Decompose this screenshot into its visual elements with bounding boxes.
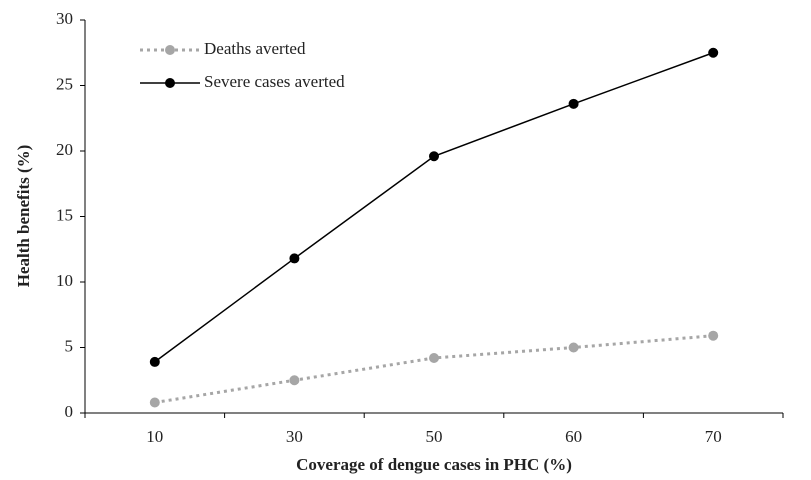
x-tick-label: 70 xyxy=(705,427,722,446)
point xyxy=(429,352,439,363)
y-tick-label: 15 xyxy=(56,205,73,224)
y-tick-label: 25 xyxy=(56,74,73,93)
y-tick-label: 0 xyxy=(65,402,74,421)
y-tick-label: 20 xyxy=(56,140,73,159)
legend-label: Severe cases averted xyxy=(204,72,345,91)
point xyxy=(149,397,160,408)
point xyxy=(289,253,300,264)
x-tick-label: 30 xyxy=(286,427,303,446)
x-tick-label: 50 xyxy=(426,427,443,446)
y-axis-label: Health benefits (%) xyxy=(14,145,33,288)
legend-label: Deaths averted xyxy=(204,39,306,58)
y-tick-label: 5 xyxy=(65,336,74,355)
x-tick-label: 60 xyxy=(565,427,582,446)
series-line xyxy=(154,334,714,405)
point xyxy=(708,47,719,58)
x-axis-label: Coverage of dengue cases in PHC (%) xyxy=(296,455,572,474)
point xyxy=(289,375,300,386)
point xyxy=(429,151,439,162)
y-tick-label: 10 xyxy=(56,271,73,290)
point xyxy=(708,330,719,341)
point xyxy=(568,342,579,353)
point xyxy=(149,356,160,367)
legend-marker xyxy=(165,78,175,88)
y-tick-label: 30 xyxy=(56,9,73,28)
series-line xyxy=(154,52,714,363)
x-tick-label: 10 xyxy=(146,427,163,446)
legend-marker xyxy=(165,45,175,55)
point xyxy=(568,98,579,109)
